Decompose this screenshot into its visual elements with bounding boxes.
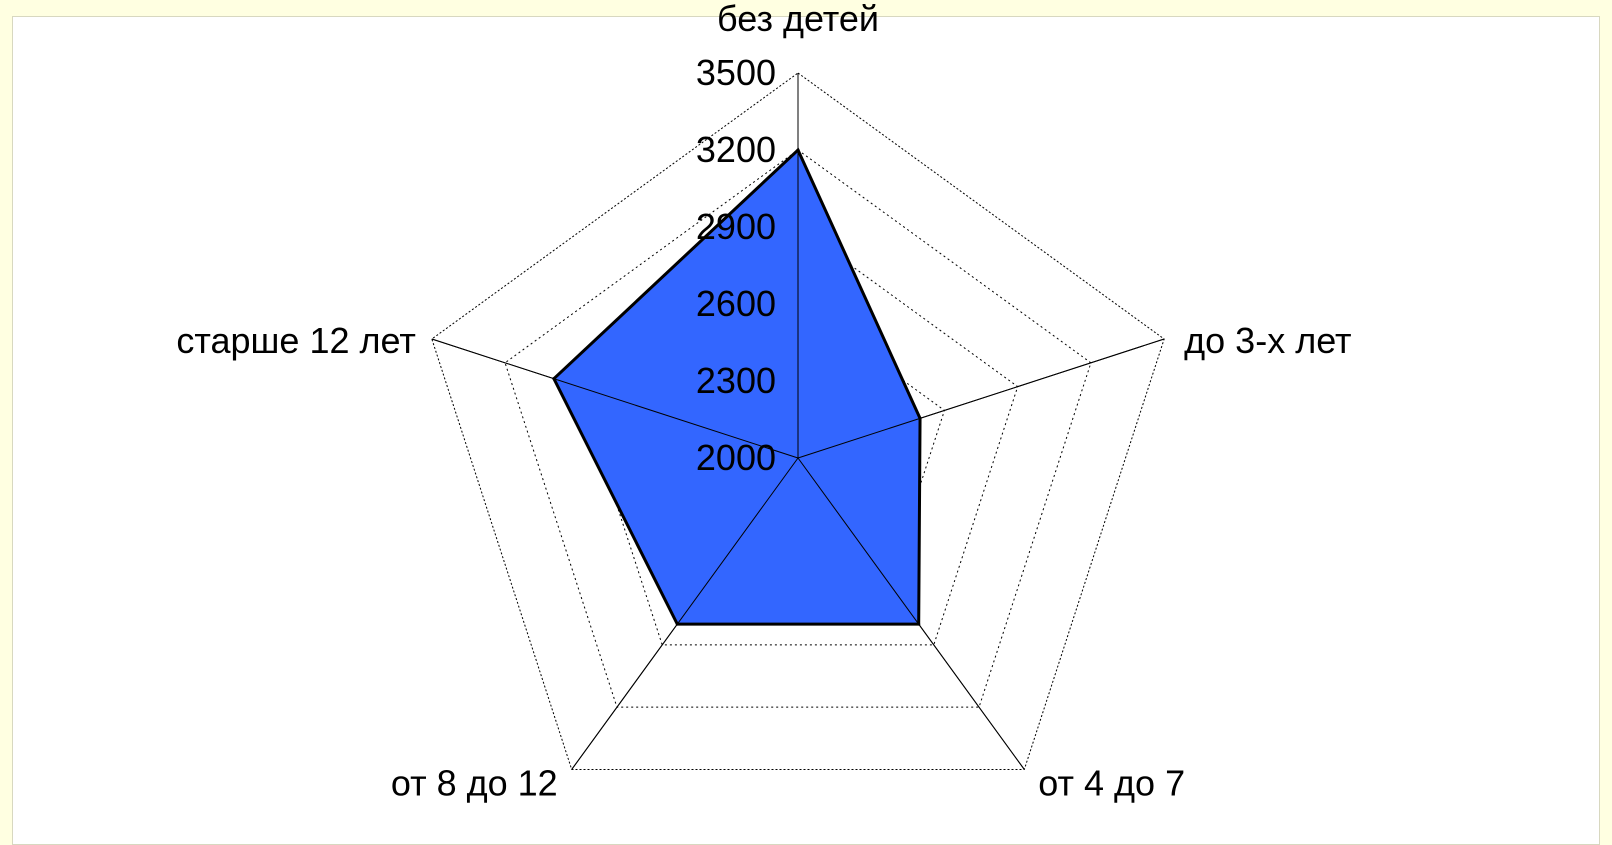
spoke-overlay-1 [797, 338, 1165, 459]
category-labels: без детей до 3-х лет от 4 до 7 от 8 до 12 ст… [176, 0, 1351, 803]
category-label-3: от 8 до 12 [391, 762, 558, 803]
spoke-overlay-4 [431, 338, 799, 459]
grid-ring-3500 [431, 72, 1165, 770]
data-point-3 [675, 622, 679, 626]
series-area-0 [552, 147, 922, 626]
radial-tick-labels: 2000 2300 2600 2900 3200 3500 [696, 52, 776, 478]
tick-label-2000: 2000 [696, 437, 776, 478]
data-point-1 [918, 416, 922, 420]
tick-label-3200: 3200 [696, 129, 776, 170]
tick-label-3500: 3500 [696, 52, 776, 93]
category-label-1: до 3-х лет [1184, 320, 1351, 361]
tick-label-2900: 2900 [696, 206, 776, 247]
data-point-4 [552, 377, 556, 381]
grid-ring-3200 [504, 149, 1092, 708]
category-label-4: старше 12 лет [176, 320, 415, 361]
grid-ring-2600 [650, 303, 946, 584]
category-label-0: без детей [717, 0, 879, 39]
spoke-overlay-3 [571, 457, 799, 770]
tick-label-2300: 2300 [696, 360, 776, 401]
data-point-0 [796, 148, 800, 152]
radar-series [431, 73, 1165, 770]
data-point-2 [917, 622, 921, 626]
tick-label-2600: 2600 [696, 283, 776, 324]
category-label-2: от 4 до 7 [1038, 762, 1185, 803]
spoke-overlay-2 [797, 457, 1025, 770]
